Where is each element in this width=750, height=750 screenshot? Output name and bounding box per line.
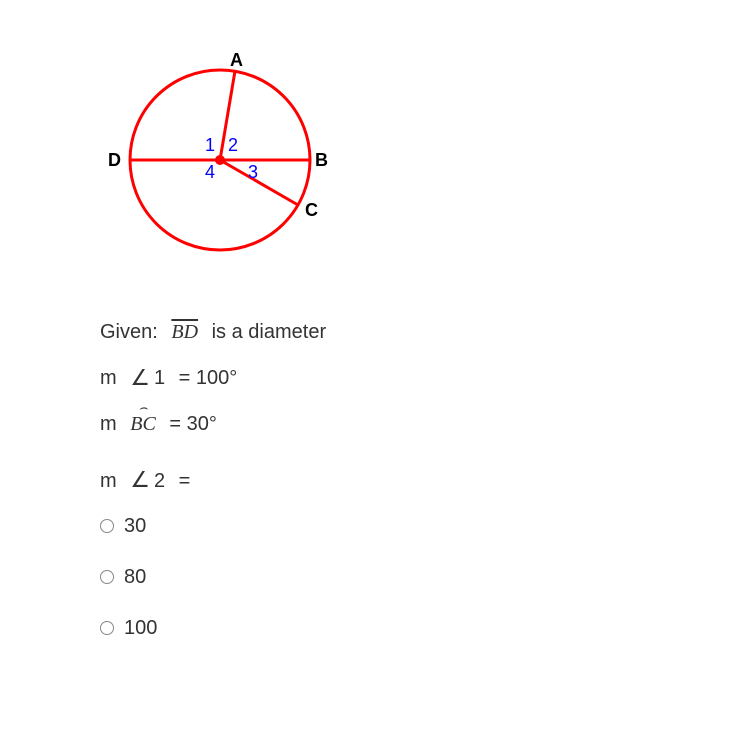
angle-label-2: 2: [228, 135, 238, 156]
radio-icon[interactable]: [100, 621, 114, 635]
angle-icon: ∠: [130, 456, 150, 504]
measure-label: m: [100, 356, 117, 400]
option-label: 30: [124, 515, 146, 538]
answer-options: 30 80 100: [100, 515, 710, 640]
option-100[interactable]: 100: [100, 617, 710, 640]
option-80[interactable]: 80: [100, 566, 710, 589]
question-equals: =: [179, 459, 191, 503]
point-label-b: B: [315, 150, 328, 171]
line-oc: [220, 160, 298, 205]
angle1-value: = 100°: [179, 356, 238, 400]
center-point: [215, 155, 225, 165]
radio-icon[interactable]: [100, 519, 114, 533]
problem-statement: Given: BD is a diameter m ∠ 1 = 100° m ⌢…: [100, 310, 710, 505]
measure-label: m: [100, 459, 117, 503]
diagram-svg: [100, 40, 340, 280]
point-label-d: D: [108, 150, 121, 171]
arc-line: m ⌢ BC = 30°: [100, 402, 710, 446]
question-line: m ∠ 2 =: [100, 456, 710, 504]
question-number: 2: [154, 459, 165, 503]
option-label: 80: [124, 566, 146, 589]
given-label: Given:: [100, 310, 158, 354]
diameter-segment: BD: [171, 310, 198, 354]
diameter-text: is a diameter: [212, 310, 327, 354]
point-label-c: C: [305, 200, 318, 221]
point-label-a: A: [230, 50, 243, 71]
option-label: 100: [124, 617, 157, 640]
arc-value: = 30°: [169, 402, 216, 446]
circle-diagram: A B C D 1 2 3 4: [100, 40, 340, 280]
angle-label-3: 3: [248, 162, 258, 183]
arc-bc: ⌢ BC: [130, 402, 156, 446]
arc-icon: ⌢: [130, 394, 156, 425]
angle-label-1: 1: [205, 135, 215, 156]
option-30[interactable]: 30: [100, 515, 710, 538]
angle-label-4: 4: [205, 162, 215, 183]
measure-label: m: [100, 402, 117, 446]
angle1-line: m ∠ 1 = 100°: [100, 354, 710, 402]
given-line: Given: BD is a diameter: [100, 310, 710, 354]
radio-icon[interactable]: [100, 570, 114, 584]
